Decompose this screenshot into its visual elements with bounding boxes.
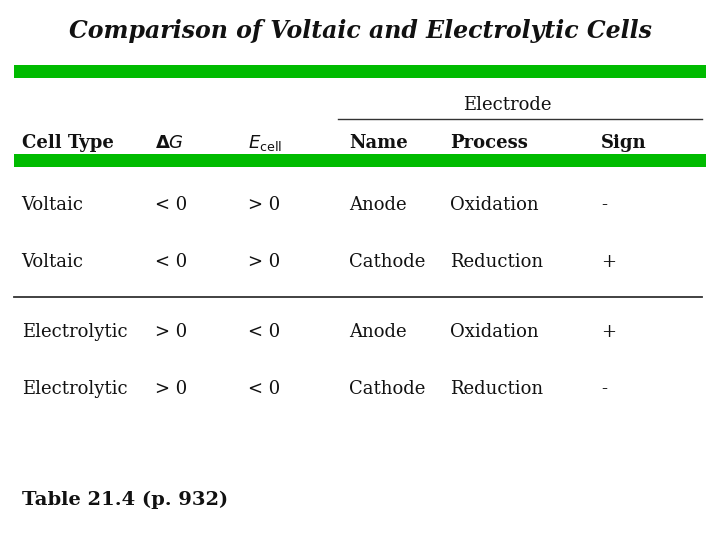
Text: Cathode: Cathode xyxy=(349,380,426,398)
Text: -: - xyxy=(601,380,607,398)
Bar xyxy=(14,154,706,167)
Text: > 0: > 0 xyxy=(248,253,281,271)
Text: Oxidation: Oxidation xyxy=(450,323,539,341)
Text: Electrode: Electrode xyxy=(464,96,552,114)
Text: Table 21.4 (p. 932): Table 21.4 (p. 932) xyxy=(22,490,228,509)
Text: Sign: Sign xyxy=(601,134,647,152)
Text: < 0: < 0 xyxy=(155,253,187,271)
Text: Comparison of Voltaic and Electrolytic Cells: Comparison of Voltaic and Electrolytic C… xyxy=(68,19,652,43)
Text: > 0: > 0 xyxy=(248,196,281,214)
Text: $\mathbf{\Delta}\mathit{G}$: $\mathbf{\Delta}\mathit{G}$ xyxy=(155,134,184,152)
Text: Cell Type: Cell Type xyxy=(22,134,114,152)
Text: Oxidation: Oxidation xyxy=(450,196,539,214)
Text: < 0: < 0 xyxy=(248,380,281,398)
Text: > 0: > 0 xyxy=(155,323,187,341)
Text: Reduction: Reduction xyxy=(450,253,543,271)
Text: Voltaic: Voltaic xyxy=(22,253,84,271)
Text: Electrolytic: Electrolytic xyxy=(22,323,127,341)
Text: Anode: Anode xyxy=(349,196,407,214)
Text: Reduction: Reduction xyxy=(450,380,543,398)
Text: < 0: < 0 xyxy=(155,196,187,214)
Text: Process: Process xyxy=(450,134,528,152)
Text: $\mathit{E}_{\mathrm{cell}}$: $\mathit{E}_{\mathrm{cell}}$ xyxy=(248,133,282,153)
Text: -: - xyxy=(601,196,607,214)
Text: > 0: > 0 xyxy=(155,380,187,398)
Text: +: + xyxy=(601,323,616,341)
Text: Cathode: Cathode xyxy=(349,253,426,271)
Text: < 0: < 0 xyxy=(248,323,281,341)
Text: Electrolytic: Electrolytic xyxy=(22,380,127,398)
Text: Name: Name xyxy=(349,134,408,152)
Text: +: + xyxy=(601,253,616,271)
Text: Anode: Anode xyxy=(349,323,407,341)
Bar xyxy=(14,65,706,78)
Text: Voltaic: Voltaic xyxy=(22,196,84,214)
